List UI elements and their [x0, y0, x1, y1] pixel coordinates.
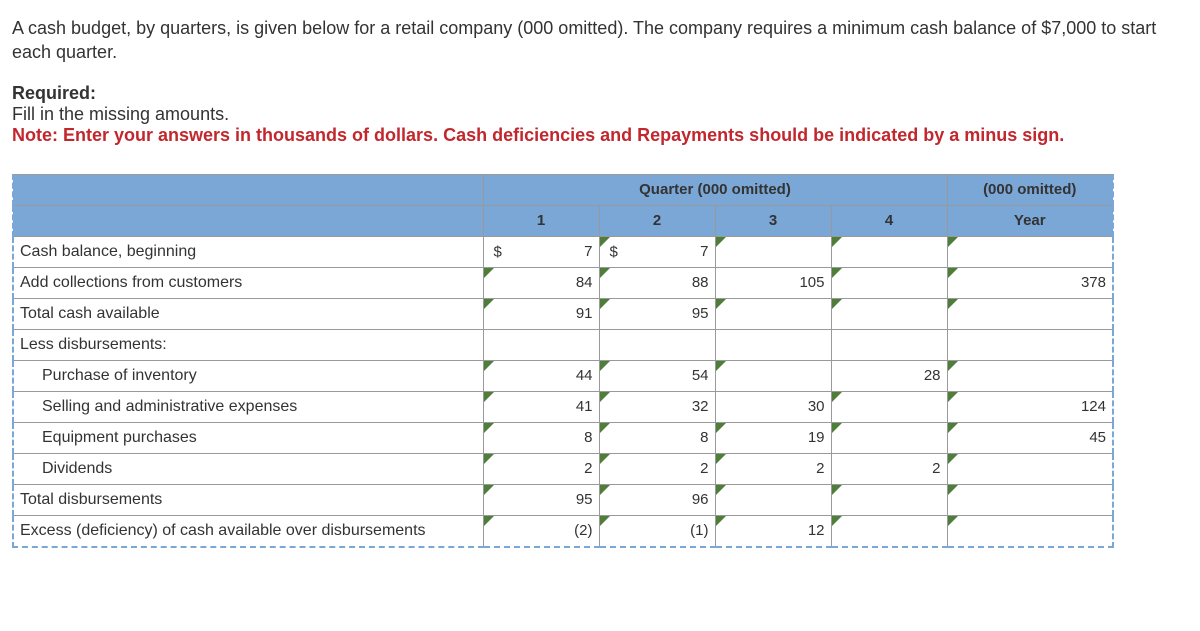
cell-q3[interactable]: 30 [715, 391, 831, 422]
cell-q4[interactable] [831, 422, 947, 453]
table-row: Add collections from customers 84 88 105… [13, 267, 1113, 298]
cell-year[interactable] [947, 329, 1113, 360]
cell-year[interactable] [947, 453, 1113, 484]
table-row: Selling and administrative expenses 41 3… [13, 391, 1113, 422]
cell-q2[interactable]: 2 [599, 453, 715, 484]
row-label: Purchase of inventory [13, 360, 483, 391]
cell-year[interactable]: 378 [947, 267, 1113, 298]
cell-q3[interactable] [715, 484, 831, 515]
cell-q2[interactable]: 96 [599, 484, 715, 515]
cell-q1[interactable]: 2 [483, 453, 599, 484]
cell-q4[interactable] [831, 267, 947, 298]
table-row: Excess (deficiency) of cash available ov… [13, 515, 1113, 547]
cell-q3[interactable] [715, 329, 831, 360]
required-text: Fill in the missing amounts. [12, 104, 229, 124]
cell-year[interactable] [947, 515, 1113, 547]
cell-q1[interactable]: 95 [483, 484, 599, 515]
header-q2: 2 [599, 205, 715, 236]
cell-year[interactable] [947, 484, 1113, 515]
header-year: Year [947, 205, 1113, 236]
table-row: Dividends 2 2 2 2 [13, 453, 1113, 484]
cell-year[interactable] [947, 298, 1113, 329]
cell-q1[interactable] [483, 329, 599, 360]
intro-text: A cash budget, by quarters, is given bel… [12, 16, 1200, 65]
header-q1: 1 [483, 205, 599, 236]
row-label: Equipment purchases [13, 422, 483, 453]
header-q3: 3 [715, 205, 831, 236]
cell-q1[interactable]: (2) [483, 515, 599, 547]
row-label: Add collections from customers [13, 267, 483, 298]
cell-q1[interactable]: 44 [483, 360, 599, 391]
header-blank2 [13, 205, 483, 236]
row-label: Less disbursements: [13, 329, 483, 360]
cell-q4[interactable]: 28 [831, 360, 947, 391]
required-label: Required: [12, 83, 96, 103]
cash-budget-table: Quarter (000 omitted) (000 omitted) 1 2 … [12, 174, 1114, 548]
cell-q2[interactable]: 32 [599, 391, 715, 422]
header-year-group: (000 omitted) [947, 174, 1113, 205]
table-row: Total disbursements 95 96 [13, 484, 1113, 515]
note-text: Note: Enter your answers in thousands of… [12, 125, 1200, 146]
table-row: Purchase of inventory 44 54 28 [13, 360, 1113, 391]
cell-q1[interactable]: 8 [483, 422, 599, 453]
row-label: Selling and administrative expenses [13, 391, 483, 422]
row-label: Total disbursements [13, 484, 483, 515]
cell-q3[interactable]: 12 [715, 515, 831, 547]
cell-q4[interactable] [831, 329, 947, 360]
cell-q2[interactable]: 88 [599, 267, 715, 298]
cell-q2[interactable]: (1) [599, 515, 715, 547]
cell-year[interactable] [947, 360, 1113, 391]
header-blank [13, 174, 483, 205]
row-label: Excess (deficiency) of cash available ov… [13, 515, 483, 547]
cell-year[interactable] [947, 236, 1113, 267]
cell-q1[interactable]: 41 [483, 391, 599, 422]
cell-q3[interactable] [715, 236, 831, 267]
cell-year[interactable]: 45 [947, 422, 1113, 453]
cell-q4[interactable] [831, 298, 947, 329]
header-quarter-group: Quarter (000 omitted) [483, 174, 947, 205]
cell-q4[interactable] [831, 484, 947, 515]
table-row: Total cash available 91 95 [13, 298, 1113, 329]
cell-q3[interactable]: 19 [715, 422, 831, 453]
cell-q2[interactable]: 8 [599, 422, 715, 453]
cell-q3[interactable]: 2 [715, 453, 831, 484]
row-label: Total cash available [13, 298, 483, 329]
cell-q4[interactable] [831, 236, 947, 267]
cell-year[interactable]: 124 [947, 391, 1113, 422]
cell-q1[interactable]: 84 [483, 267, 599, 298]
row-label: Dividends [13, 453, 483, 484]
cell-q4[interactable] [831, 515, 947, 547]
cell-q2[interactable]: 95 [599, 298, 715, 329]
cell-q3[interactable] [715, 298, 831, 329]
cell-q2[interactable]: 54 [599, 360, 715, 391]
row-label: Cash balance, beginning [13, 236, 483, 267]
table-row: Less disbursements: [13, 329, 1113, 360]
cell-q3[interactable] [715, 360, 831, 391]
table-row: Equipment purchases 8 8 19 45 [13, 422, 1113, 453]
table-row: Cash balance, beginning $7 $7 [13, 236, 1113, 267]
header-q4: 4 [831, 205, 947, 236]
cell-q1[interactable]: $7 [483, 236, 599, 267]
cell-q2[interactable]: $7 [599, 236, 715, 267]
cell-q1[interactable]: 91 [483, 298, 599, 329]
cell-q4[interactable]: 2 [831, 453, 947, 484]
cell-q2[interactable] [599, 329, 715, 360]
cell-q4[interactable] [831, 391, 947, 422]
cell-q3[interactable]: 105 [715, 267, 831, 298]
